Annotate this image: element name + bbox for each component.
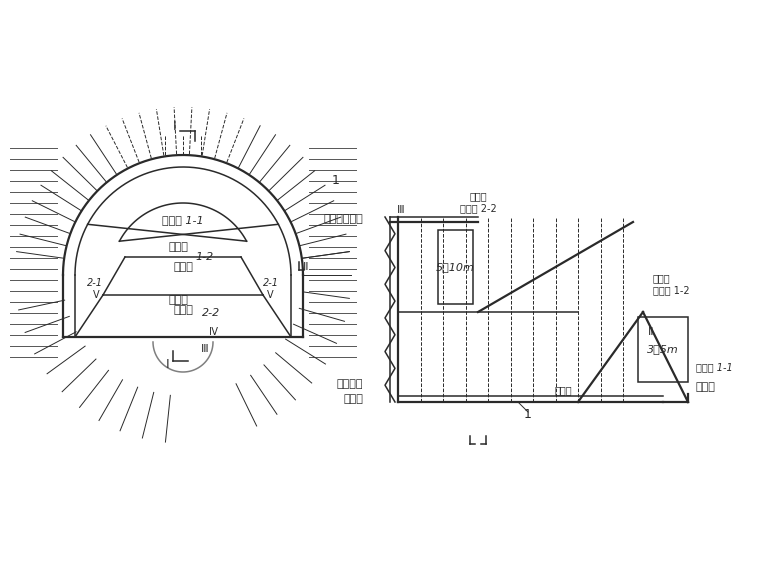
Text: 上台阶 1-1: 上台阶 1-1: [162, 215, 204, 225]
Text: I: I: [166, 359, 169, 372]
Text: Ⅳ: Ⅳ: [208, 327, 217, 337]
Text: 2-2: 2-2: [202, 308, 220, 318]
Text: 1-2: 1-2: [196, 252, 214, 262]
Text: 1: 1: [332, 173, 340, 186]
Text: 核心土: 核心土: [173, 305, 193, 315]
Text: 上台阶: 上台阶: [554, 385, 572, 395]
Text: V: V: [93, 290, 100, 300]
Text: 掌子面: 掌子面: [696, 382, 716, 392]
Text: 2-1: 2-1: [87, 278, 103, 288]
Text: Ⅲ: Ⅲ: [201, 344, 209, 354]
Text: II: II: [302, 262, 309, 272]
Text: 上台阶
核心土 1-2: 上台阶 核心土 1-2: [653, 273, 689, 295]
Text: 下台阶
核心土 2-2: 下台阶 核心土 2-2: [460, 191, 496, 213]
Text: V: V: [267, 290, 274, 300]
Text: 下台阶: 下台阶: [168, 295, 188, 305]
Text: 核心土: 核心土: [173, 262, 193, 272]
Text: 钉拱架: 钉拱架: [343, 394, 363, 404]
Text: Ⅲ: Ⅲ: [397, 205, 405, 215]
Text: 2-1: 2-1: [263, 278, 279, 288]
Text: 伸长初期支护: 伸长初期支护: [323, 214, 363, 224]
Bar: [438, 230, 473, 304]
Text: 上台阶: 上台阶: [168, 242, 188, 252]
Text: II: II: [648, 327, 654, 337]
Text: 1: 1: [524, 408, 532, 421]
Text: 3～5m: 3～5m: [647, 344, 679, 355]
Text: I: I: [173, 120, 177, 133]
Bar: [638, 317, 688, 382]
Text: 初期支护: 初期支护: [337, 379, 363, 389]
Text: 上台阶 1-1: 上台阶 1-1: [696, 362, 733, 372]
Text: 5～10m: 5～10m: [436, 262, 475, 272]
